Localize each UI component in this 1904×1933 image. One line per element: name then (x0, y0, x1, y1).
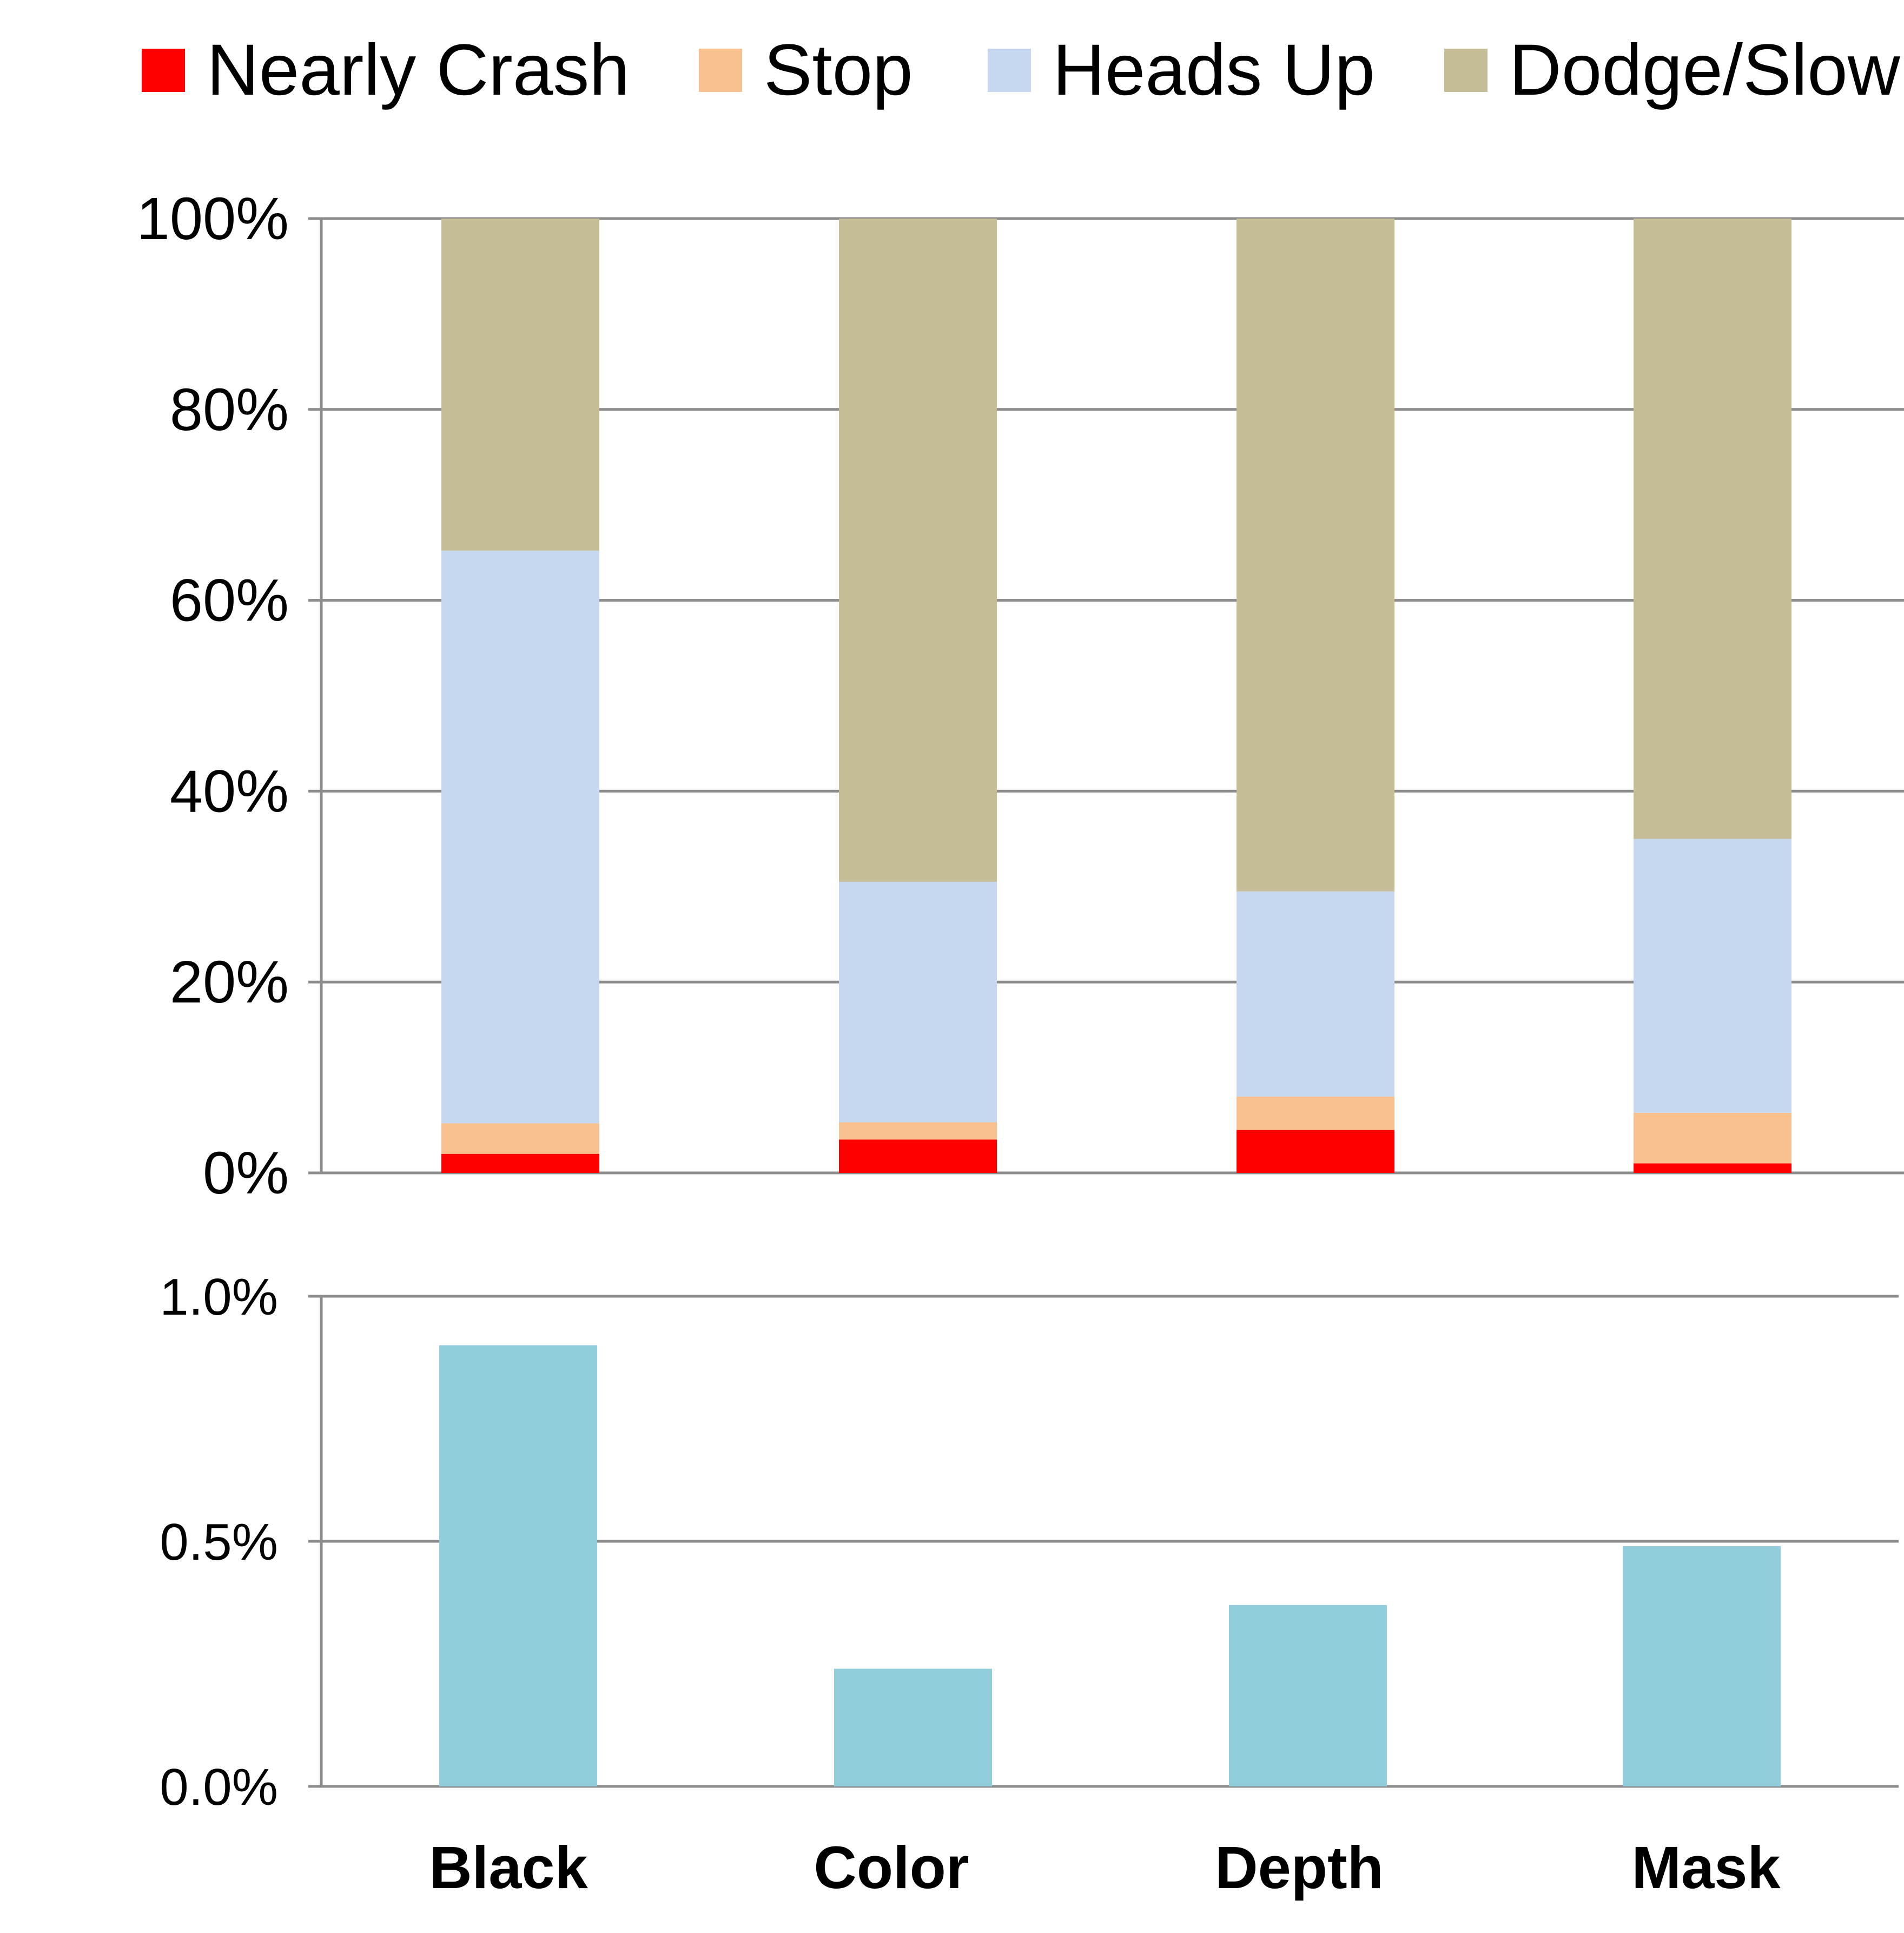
top-bar-mask-nearly-crash (1634, 1163, 1791, 1173)
legend: Nearly Crash Stop Heads Up Dodge/Slow (142, 30, 1901, 110)
top-y-tick-2: 40% (170, 758, 289, 824)
bottom-bar-black (439, 1345, 597, 1786)
top-bar-mask-dodge-slow (1634, 219, 1791, 839)
x-label-mask: Mask (1631, 1835, 1781, 1901)
stacked-bar-chart: 0% 20% 40% 60% 80% 100% (137, 186, 1904, 1206)
bottom-bars (439, 1345, 1781, 1786)
legend-label-heads-up: Heads Up (1053, 30, 1375, 110)
legend-label-nearly-crash: Nearly Crash (207, 30, 630, 110)
top-y-tick-1: 20% (170, 949, 289, 1015)
top-bar-depth-stop (1237, 1096, 1394, 1130)
top-bar-black-heads-up (441, 550, 599, 1124)
bar-chart: 0.0% 0.5% 1.0% (160, 1268, 1899, 1816)
top-bar-color-dodge-slow (839, 219, 997, 882)
top-y-tick-5: 100% (137, 186, 289, 252)
bottom-bar-color (834, 1668, 992, 1786)
bottom-bar-depth (1229, 1605, 1387, 1786)
top-bar-depth-nearly-crash (1237, 1130, 1394, 1173)
top-y-tick-4: 80% (170, 377, 289, 443)
x-label-depth: Depth (1215, 1835, 1384, 1901)
top-y-tick-0: 0% (203, 1140, 289, 1206)
top-bar-color-nearly-crash (839, 1139, 997, 1173)
legend-swatch-stop (699, 49, 742, 92)
top-bar-black-nearly-crash (441, 1153, 599, 1173)
bottom-y-tick-0: 0.0% (160, 1758, 278, 1816)
x-label-color: Color (814, 1835, 969, 1901)
bottom-y-tick-2: 1.0% (160, 1268, 278, 1326)
x-category-labels: Black Color Depth Mask (429, 1835, 1781, 1901)
top-bar-black-stop (441, 1123, 599, 1154)
bottom-y-tick-labels: 0.0% 0.5% 1.0% (160, 1268, 278, 1816)
legend-swatch-heads-up (988, 49, 1031, 92)
top-bar-mask-heads-up (1634, 839, 1791, 1113)
bottom-y-tick-1: 0.5% (160, 1513, 278, 1571)
top-bar-mask-stop (1634, 1112, 1791, 1164)
bottom-bar-mask (1623, 1546, 1781, 1786)
top-bar-depth-heads-up (1237, 891, 1394, 1097)
legend-label-stop: Stop (764, 30, 913, 110)
legend-label-dodge-slow: Dodge/Slow (1509, 30, 1901, 110)
top-bar-depth-dodge-slow (1237, 219, 1394, 892)
top-y-tick-labels: 0% 20% 40% 60% 80% 100% (137, 186, 289, 1206)
legend-swatch-nearly-crash (142, 49, 185, 92)
top-bar-color-heads-up (839, 881, 997, 1123)
top-bar-black-dodge-slow (441, 219, 599, 551)
top-y-tick-3: 60% (170, 568, 289, 634)
top-bars (441, 219, 1791, 1173)
top-bar-color-stop (839, 1122, 997, 1140)
legend-swatch-dodge-slow (1444, 49, 1488, 92)
x-label-black: Black (429, 1835, 588, 1901)
